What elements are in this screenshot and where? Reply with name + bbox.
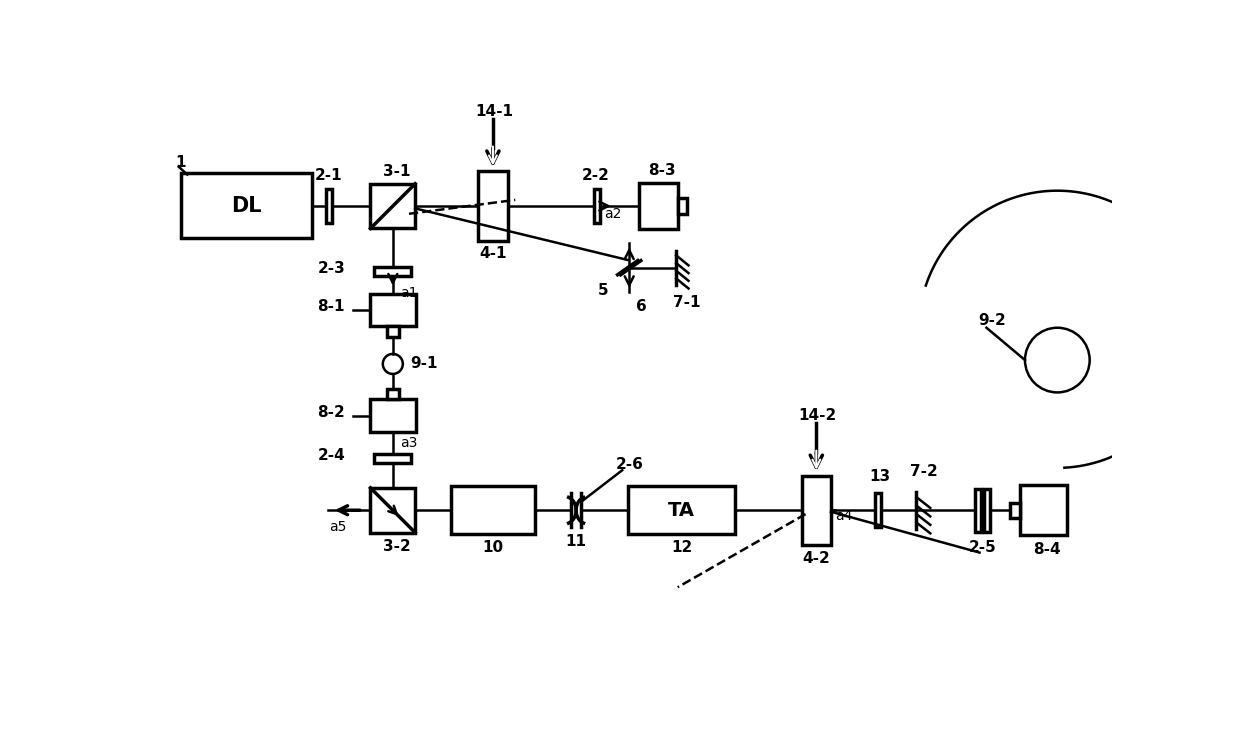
Text: 14-2: 14-2 [799,408,838,423]
Text: 2-4: 2-4 [317,448,346,463]
Text: 4-2: 4-2 [803,551,830,566]
Bar [387,326,399,337]
Text: DL: DL [232,196,261,216]
Bar [326,189,332,223]
Text: 9-1: 9-1 [410,356,437,372]
Bar [1010,502,1021,518]
Text: TA: TA [668,501,695,519]
Text: 3-1: 3-1 [383,164,410,179]
Bar [374,454,411,463]
Text: 14-1: 14-1 [476,104,513,119]
Text: a3: a3 [400,436,418,450]
Bar [181,173,312,238]
Text: 2-5: 2-5 [969,539,996,555]
Text: 12: 12 [672,540,693,556]
Bar [370,488,415,533]
Bar [478,171,508,240]
Text: 8-1: 8-1 [317,300,346,315]
Bar [369,399,416,432]
Text: 1: 1 [175,154,186,170]
Text: 7-1: 7-1 [673,295,701,310]
Bar [369,294,416,326]
Text: 2-6: 2-6 [616,456,644,471]
Text: 6: 6 [636,299,647,314]
Bar [975,489,981,532]
Bar [802,476,831,545]
Text: 13: 13 [869,469,890,484]
Bar [875,493,881,527]
Text: 5: 5 [597,283,608,298]
Bar [374,267,411,276]
Bar [593,189,600,223]
Bar [387,389,399,399]
Bar [451,486,535,534]
Text: 11: 11 [565,533,586,548]
Text: a4: a4 [835,510,852,523]
Text: 8-4: 8-4 [1033,542,1061,556]
Text: 4-1: 4-1 [479,246,507,260]
Text: a1: a1 [400,286,418,300]
Bar [1021,485,1067,535]
Text: 2-1: 2-1 [315,168,343,183]
Text: a5: a5 [330,520,347,534]
Text: 7-2: 7-2 [911,464,938,479]
Text: 2-3: 2-3 [317,261,346,276]
Bar [639,183,678,229]
Text: 10: 10 [482,540,503,556]
Bar [370,184,415,229]
Text: 9-2: 9-2 [978,312,1006,327]
Bar [984,489,990,532]
Text: 3-2: 3-2 [383,539,410,554]
Bar [678,198,686,214]
Bar [628,486,736,534]
Text: 8-2: 8-2 [317,405,346,420]
Text: a2: a2 [605,207,622,221]
Text: 8-3: 8-3 [648,163,676,178]
Text: 2-2: 2-2 [581,168,610,183]
